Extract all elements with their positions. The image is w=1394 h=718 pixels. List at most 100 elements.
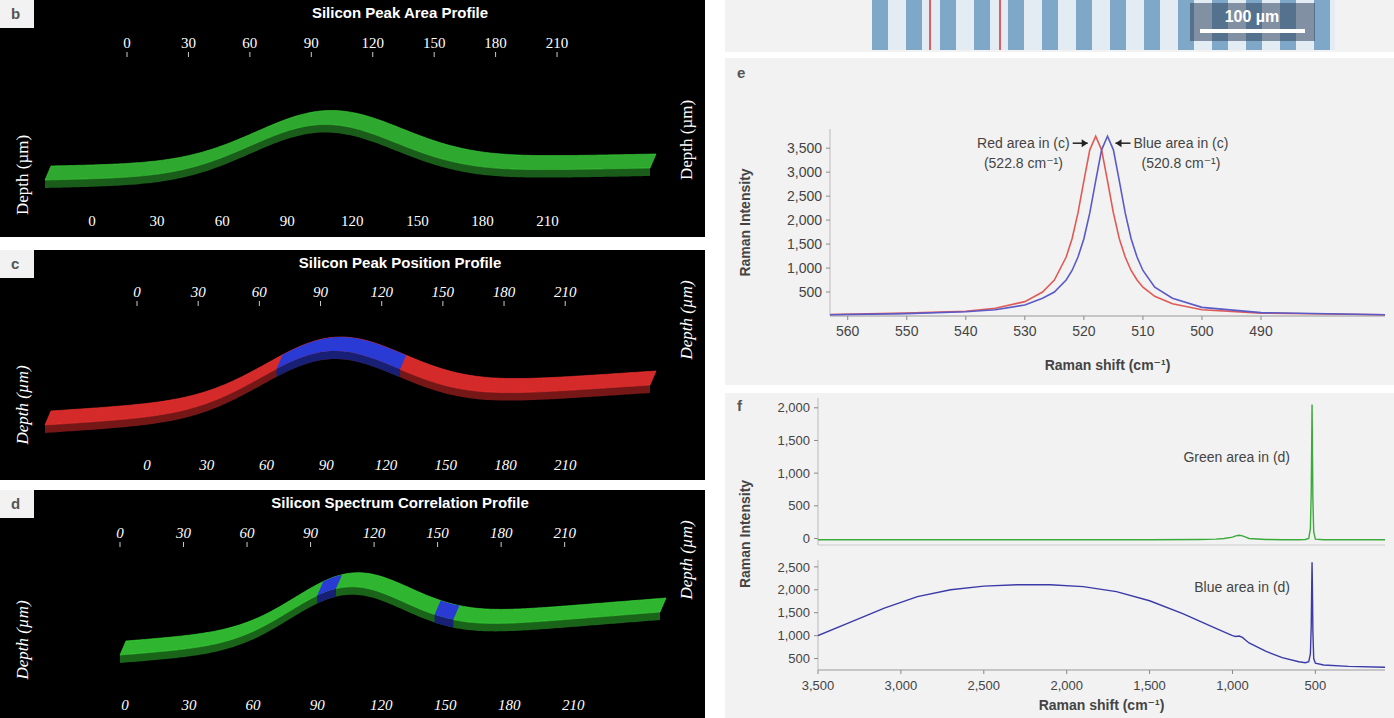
label: 1,500	[777, 433, 810, 448]
label: 210	[562, 697, 585, 713]
region	[435, 601, 460, 620]
label: Blue area in (d)	[1194, 579, 1290, 595]
tick	[434, 52, 435, 57]
label: 500	[799, 284, 823, 300]
label: 90	[280, 213, 295, 229]
region	[317, 575, 342, 596]
tick	[127, 52, 128, 57]
tick	[198, 301, 199, 306]
label: Depth (µm)	[677, 280, 696, 361]
x-tick	[1315, 670, 1316, 674]
label: Raman Intensity	[737, 480, 753, 588]
label: 500	[788, 498, 810, 513]
ribbon	[45, 110, 656, 180]
image-stripe	[1110, 0, 1126, 50]
x-tick	[1149, 670, 1150, 674]
panel-background	[0, 0, 705, 237]
panel-letter-ground	[0, 490, 34, 518]
label: 210	[554, 284, 577, 300]
label: 60	[252, 284, 268, 300]
label: 2,000	[777, 400, 810, 415]
tick	[120, 542, 121, 547]
y-tick	[814, 407, 818, 408]
label: 90	[304, 35, 319, 51]
arrow-head	[1116, 139, 1122, 147]
label: c	[11, 255, 19, 272]
y-tick	[814, 635, 818, 636]
label: 90	[310, 697, 326, 713]
label: 490	[1249, 323, 1273, 339]
panel-background	[725, 0, 1394, 52]
label: Raman shift (cm⁻¹)	[1045, 357, 1171, 373]
series-line	[818, 562, 1385, 667]
label: 120	[370, 697, 393, 713]
label: 30	[181, 697, 198, 713]
x-axis	[818, 670, 1385, 671]
label: 150	[434, 697, 457, 713]
label: 30	[190, 284, 207, 300]
y-tick	[826, 292, 830, 293]
label: 120	[363, 525, 386, 541]
label: 3,000	[885, 678, 918, 693]
label: 1,500	[777, 605, 810, 620]
ribbon-side	[45, 351, 650, 433]
label: 30	[181, 35, 196, 51]
label: Depth (µm)	[677, 520, 696, 601]
label: 180	[493, 284, 516, 300]
y-tick	[814, 658, 818, 659]
label: 180	[490, 525, 513, 541]
x-tick	[1142, 316, 1143, 320]
image-stripe	[940, 0, 956, 50]
tick	[565, 301, 566, 306]
x-tick	[818, 670, 819, 674]
label: 500	[1305, 678, 1327, 693]
label: 0	[803, 531, 810, 546]
arrow-head	[1082, 139, 1088, 147]
y-axis	[818, 398, 819, 545]
plot-area	[830, 136, 1385, 315]
x-tick	[1201, 316, 1202, 320]
panel-f: f05001,0001,5002,000Green area in (d)500…	[725, 393, 1394, 718]
label: 2,500	[968, 678, 1001, 693]
label: 60	[215, 213, 230, 229]
tick	[137, 301, 138, 306]
label: 30	[150, 213, 165, 229]
label: 30	[198, 457, 215, 473]
y-axis	[818, 560, 819, 670]
label: 90	[313, 284, 329, 300]
label: 0	[143, 457, 151, 473]
ribbon-side	[120, 587, 660, 663]
label: 3,500	[787, 140, 822, 156]
label: (522.8 cm⁻¹)	[984, 155, 1063, 171]
plot-area	[818, 405, 1385, 540]
image-marker	[929, 0, 931, 50]
x-tick	[965, 316, 966, 320]
label: e	[737, 64, 745, 81]
label: 180	[498, 697, 521, 713]
x-tick	[1024, 316, 1025, 320]
image-stripe	[906, 0, 922, 50]
label: 520	[1072, 323, 1096, 339]
label: 1,000	[787, 260, 822, 276]
label: 150	[432, 284, 455, 300]
label: 60	[242, 35, 257, 51]
y-axis	[830, 129, 831, 316]
label: 60	[246, 697, 262, 713]
surface-panel: dSilicon Spectrum Correlation Profile003…	[0, 490, 705, 718]
label: Silicon Peak Position Profile	[299, 254, 502, 271]
tick	[311, 52, 312, 57]
x-axis	[830, 316, 1385, 317]
panel-background	[0, 490, 705, 718]
x-tick	[906, 316, 907, 320]
y-tick	[814, 505, 818, 506]
tick	[320, 301, 321, 306]
image-ground	[872, 0, 1335, 50]
x-axis	[818, 545, 1385, 546]
y-tick	[814, 589, 818, 590]
label: 530	[1013, 323, 1037, 339]
surface-panel: bSilicon Peak Area Profile00303060609090…	[0, 0, 705, 237]
label: 0	[116, 525, 124, 541]
micrograph: 100 µm	[872, 0, 1335, 50]
label: 2,500	[787, 188, 822, 204]
y-tick	[826, 172, 830, 173]
